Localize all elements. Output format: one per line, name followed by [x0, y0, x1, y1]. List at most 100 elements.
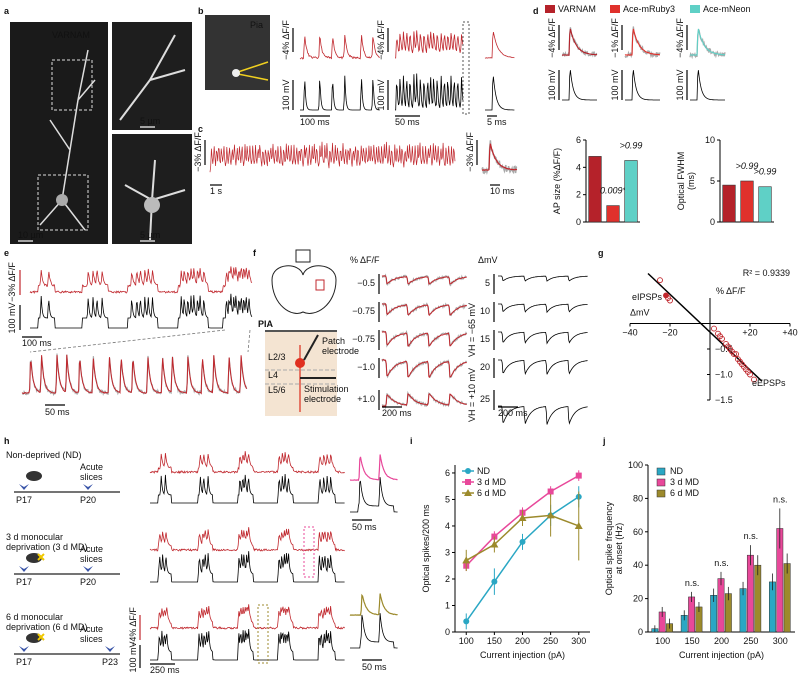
legend-swatch [690, 5, 700, 13]
x-tick-label: −20 [662, 328, 677, 338]
trace [350, 613, 398, 649]
y-tick-label: 2 [445, 574, 450, 584]
label: +1.0 [357, 394, 375, 404]
panel-letter: i [410, 436, 413, 446]
label: −3% ΔF/F [193, 132, 203, 172]
bar [740, 180, 754, 223]
soma [295, 358, 305, 368]
label: electrode [322, 346, 359, 356]
legend-swatch [656, 467, 666, 476]
deprivation-mark [37, 633, 45, 641]
x-tick-label: −40 [622, 328, 637, 338]
bar [588, 156, 602, 223]
label: 100 mV [7, 302, 17, 333]
trace [381, 275, 467, 285]
label: −0.75 [352, 306, 375, 316]
legend-label: 6 d MD [477, 488, 507, 498]
legend-label: 3 d MD [477, 477, 507, 487]
x-tick-label: +40 [782, 328, 797, 338]
label: −0.75 [352, 334, 375, 344]
label: −1.0 [357, 362, 375, 372]
marker [463, 618, 470, 625]
trace [624, 26, 661, 59]
image-label: VARNAM [52, 30, 90, 40]
trace [149, 451, 345, 475]
trace [395, 30, 464, 59]
y-axis-label: AP size (%ΔF/F) [552, 148, 562, 214]
arrow [19, 484, 29, 490]
label: 3 d monocular [6, 532, 63, 542]
y-tick-label: −0.5 [715, 344, 733, 354]
trace [498, 405, 588, 425]
trace [381, 359, 467, 378]
x-tick-label: 300 [773, 636, 788, 646]
y-tick-label: 0 [445, 627, 450, 637]
label: Ace-mNeon [703, 4, 751, 14]
label: Non-deprived (ND) [6, 450, 82, 460]
label: 50 ms [45, 407, 70, 417]
label: Acute [80, 544, 103, 554]
dendrite [39, 49, 96, 231]
marker [490, 540, 499, 548]
arrow [19, 646, 29, 652]
trace [690, 70, 725, 101]
y-tick-label: 5 [445, 494, 450, 504]
scale-label: 5 µm [140, 230, 160, 240]
scale-label: 5 µm [140, 116, 160, 126]
label: 250 ms [150, 665, 180, 675]
trace [485, 76, 515, 111]
point [747, 371, 753, 378]
label: Ace-mRuby3 [623, 4, 675, 14]
label: 15 [480, 334, 490, 344]
trace [498, 303, 588, 314]
trace [498, 359, 588, 376]
trace [149, 604, 345, 631]
y-axis-label: Optical spike frequency [604, 501, 614, 595]
trace [625, 70, 660, 101]
label: 100 mV [376, 79, 386, 110]
mouse [26, 633, 42, 643]
point [711, 325, 717, 332]
mouse [26, 471, 42, 481]
y-tick-label: 1 [445, 600, 450, 610]
trace [498, 275, 588, 282]
panel-letter: e [4, 248, 9, 258]
label: 200 ms [498, 408, 528, 418]
label: 50 ms [362, 662, 387, 672]
legend-label: ND [477, 466, 490, 476]
label: P23 [102, 657, 118, 667]
label: 10 [480, 306, 490, 316]
panel-letter: d [533, 6, 539, 16]
scale-label: 10 µm [18, 230, 43, 240]
label: 1 s [210, 186, 223, 196]
objective [295, 249, 311, 263]
label: L4 [268, 370, 278, 380]
y-tick-label: 4 [445, 521, 450, 531]
x-tick-label: 150 [487, 636, 502, 646]
x-tick-label: 250 [543, 636, 558, 646]
bar [754, 564, 762, 633]
label: −4% ΔF/F [675, 18, 685, 58]
y-tick-label: 10 [705, 135, 715, 145]
point [751, 376, 757, 383]
x-tick-label: 300 [571, 636, 586, 646]
label: electrode [304, 394, 341, 404]
panel-letter: c [198, 124, 203, 134]
point [657, 277, 663, 284]
panel-letter: a [4, 6, 10, 16]
label: 5 ms [487, 117, 507, 127]
y-tick-label: −1.0 [715, 370, 733, 380]
trace [300, 75, 380, 111]
label: −1% ΔF/F [610, 18, 620, 58]
label: 25 [480, 394, 490, 404]
label: 6 d monocular [6, 612, 63, 622]
dendrite [119, 34, 186, 121]
label: 10 ms [490, 186, 515, 196]
legend-label: 3 d MD [670, 477, 700, 487]
deprivation-mark [37, 553, 45, 561]
zoom-line [29, 329, 226, 353]
trace [381, 358, 468, 379]
arrow [83, 566, 93, 572]
x-tick-label: 200 [515, 636, 530, 646]
marker [546, 511, 555, 519]
